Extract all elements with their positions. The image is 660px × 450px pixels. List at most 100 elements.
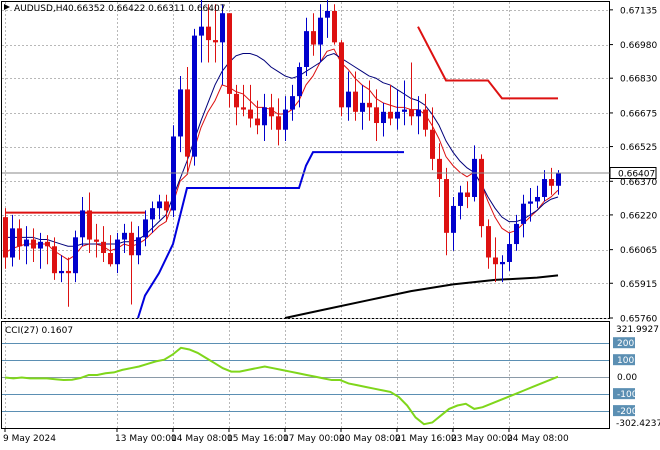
candle-body bbox=[157, 201, 162, 209]
candle-body bbox=[101, 241, 106, 254]
cci-level-label: 200 bbox=[617, 339, 634, 349]
candle bbox=[430, 107, 435, 171]
candle bbox=[290, 84, 295, 121]
candle bbox=[388, 84, 393, 126]
candle-body bbox=[262, 107, 267, 126]
candle-body bbox=[402, 109, 407, 112]
candle-body bbox=[122, 232, 127, 240]
candle-body bbox=[521, 203, 526, 224]
candle-body bbox=[486, 226, 491, 258]
candle bbox=[10, 214, 15, 267]
candle-body bbox=[227, 13, 232, 94]
candle-body bbox=[220, 13, 225, 43]
candle-body bbox=[346, 91, 351, 108]
candle bbox=[129, 221, 134, 305]
candle bbox=[150, 201, 155, 233]
candle bbox=[451, 196, 456, 251]
candle bbox=[409, 62, 414, 126]
candle-body bbox=[45, 241, 50, 247]
time-tick-label: 20 May 08:00 bbox=[339, 434, 401, 444]
candle bbox=[339, 40, 344, 117]
candle-body bbox=[276, 116, 281, 130]
candle bbox=[220, 4, 225, 85]
candle-body bbox=[493, 257, 498, 265]
candle bbox=[318, 4, 323, 63]
candle bbox=[227, 13, 232, 108]
candle bbox=[444, 167, 449, 256]
candle-body bbox=[3, 217, 8, 258]
trailing-stop-upper-right bbox=[417, 26, 558, 100]
candle bbox=[171, 125, 176, 218]
candle bbox=[549, 167, 554, 195]
candle-body bbox=[87, 210, 92, 240]
candle bbox=[283, 96, 288, 141]
candle-body bbox=[115, 239, 120, 265]
candle bbox=[528, 188, 533, 222]
candle-body bbox=[332, 10, 337, 43]
candle bbox=[178, 75, 183, 153]
candle-body bbox=[108, 253, 113, 265]
candle-body bbox=[535, 196, 540, 202]
candle bbox=[24, 226, 29, 265]
candle-body bbox=[409, 109, 414, 117]
candle-body bbox=[73, 237, 78, 274]
candle bbox=[94, 223, 99, 258]
time-tick-label: 15 May 16:00 bbox=[227, 434, 289, 444]
candle bbox=[479, 154, 484, 238]
candle-body bbox=[241, 107, 246, 110]
candle bbox=[500, 255, 505, 283]
candle-body bbox=[150, 208, 155, 220]
candle-body bbox=[423, 109, 428, 130]
header-arrow-icon[interactable] bbox=[4, 4, 10, 10]
candle bbox=[535, 185, 540, 209]
candle-body bbox=[164, 201, 169, 211]
time-tick-label: 23 May 00:00 bbox=[451, 434, 513, 444]
cci-level-tag bbox=[613, 354, 635, 366]
candle bbox=[353, 71, 358, 121]
candle bbox=[521, 194, 526, 238]
price-axis: 0.67135 0.66980 0.66830 0.66675 0.66525 0.663… bbox=[609, 6, 657, 325]
candle-body bbox=[24, 239, 29, 247]
cci-level-tag bbox=[613, 405, 635, 417]
candle bbox=[185, 66, 190, 175]
cci-level-label: 100 bbox=[617, 356, 634, 366]
time-tick-label: 14 May 08:00 bbox=[171, 434, 233, 444]
candle bbox=[66, 257, 71, 307]
time-tick-label: 21 May 16:00 bbox=[395, 434, 457, 444]
candle bbox=[3, 208, 8, 269]
candle bbox=[17, 219, 22, 260]
price-tick-label: 0.66830 bbox=[620, 75, 657, 85]
candle bbox=[115, 232, 120, 274]
candle bbox=[514, 214, 519, 251]
candle-body bbox=[430, 129, 435, 159]
price-tick-label: 0.66675 bbox=[620, 109, 657, 119]
candle-body bbox=[395, 111, 400, 119]
candle-body bbox=[339, 42, 344, 108]
candle-body bbox=[451, 205, 456, 233]
cci-level-tag bbox=[613, 337, 635, 349]
candle bbox=[59, 255, 64, 283]
candle bbox=[164, 194, 169, 222]
candle-body bbox=[17, 228, 22, 247]
time-tick-label: 17 May 00:00 bbox=[283, 434, 345, 444]
candle bbox=[507, 232, 512, 271]
candle-body bbox=[136, 237, 141, 256]
price-tick-label: 0.66370 bbox=[620, 178, 657, 188]
cci-level-tag bbox=[613, 388, 635, 400]
candle bbox=[101, 226, 106, 262]
candle-body bbox=[185, 89, 190, 157]
candle-body bbox=[199, 26, 204, 36]
candle bbox=[486, 219, 491, 269]
candle bbox=[297, 62, 302, 108]
candle-body bbox=[143, 219, 148, 238]
candle bbox=[542, 170, 547, 202]
candle-body bbox=[192, 35, 197, 157]
candle bbox=[269, 93, 274, 130]
candle bbox=[213, 4, 218, 63]
price-tick-label: 0.66220 bbox=[620, 211, 657, 221]
candle bbox=[143, 210, 148, 247]
candle-body bbox=[507, 244, 512, 262]
time-tick-label: 13 May 00:00 bbox=[115, 434, 177, 444]
candle bbox=[325, 0, 330, 38]
